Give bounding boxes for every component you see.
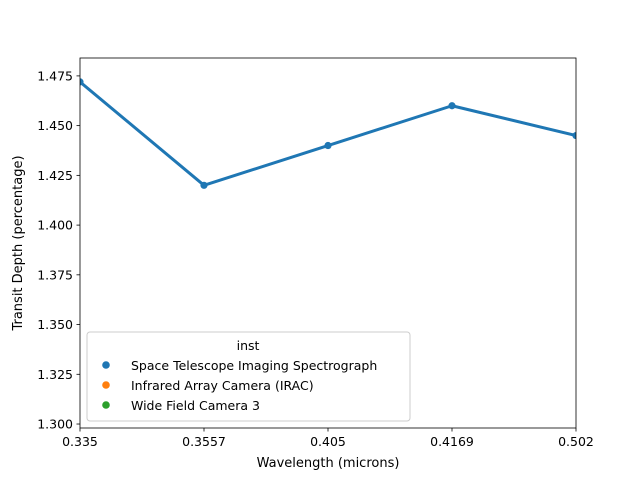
legend-marker <box>102 381 110 389</box>
x-tick-label: 0.3557 <box>182 434 226 449</box>
legend-title: inst <box>237 338 260 353</box>
x-tick-label: 0.4169 <box>430 434 474 449</box>
legend-label: Space Telescope Imaging Spectrograph <box>131 358 377 373</box>
x-tick-label: 0.405 <box>310 434 346 449</box>
y-tick-label: 1.425 <box>37 168 73 183</box>
series-group <box>80 78 576 189</box>
legend-label: Infrared Array Camera (IRAC) <box>131 378 314 393</box>
y-axis: 1.300 1.325 1.350 1.375 1.400 1.425 1.450 1.475 <box>37 68 80 432</box>
data-point <box>200 181 208 189</box>
x-axis: 0.335 0.3557 0.405 0.4169 0.502 <box>62 428 594 449</box>
x-axis-label: Wavelength (microns) <box>257 456 400 471</box>
y-tick-label: 1.300 <box>37 417 73 432</box>
legend-marker <box>102 401 110 409</box>
legend-box <box>86 331 411 422</box>
x-tick-label: 0.335 <box>62 434 98 449</box>
x-tick-label: 0.502 <box>558 434 594 449</box>
data-point <box>80 78 84 86</box>
y-tick-label: 1.400 <box>37 218 73 233</box>
legend-entries: Space Telescope Imaging Spectrograph Infr… <box>102 358 377 413</box>
y-axis-label: Transit Depth (percentage) <box>11 155 26 331</box>
series-layer <box>80 78 576 189</box>
y-tick-label: 1.475 <box>37 68 73 83</box>
legend-marker <box>102 361 110 369</box>
y-tick-label: 1.325 <box>37 367 73 382</box>
legend: inst Space Telescope Imaging Spectrograp… <box>86 331 411 422</box>
y-tick-label: 1.450 <box>37 118 73 133</box>
data-point <box>448 102 456 110</box>
legend-label: Wide Field Camera 3 <box>131 398 260 413</box>
data-point <box>572 131 576 140</box>
data-point <box>324 141 332 150</box>
y-tick-label: 1.350 <box>37 317 73 332</box>
y-tick-label: 1.375 <box>37 267 73 282</box>
